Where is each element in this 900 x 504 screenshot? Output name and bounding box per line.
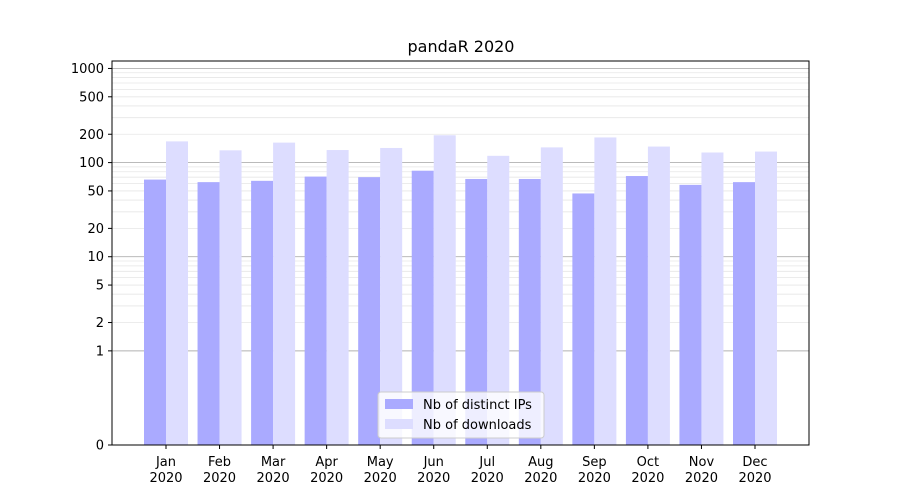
y-tick-label: 1000 xyxy=(71,62,104,77)
x-tick-label-year: 2020 xyxy=(149,471,182,486)
x-tick-label-month: Dec xyxy=(742,455,767,470)
bar-downloads-oct xyxy=(647,146,670,445)
y-tick-label: 2 xyxy=(96,316,104,331)
y-tick-label: 50 xyxy=(87,184,104,199)
bar-distinct-ips-nov xyxy=(679,184,702,445)
legend-box xyxy=(377,391,545,439)
bar-distinct-ips-aug xyxy=(518,178,541,445)
bar-distinct-ips-may xyxy=(358,177,381,446)
plot-frame xyxy=(111,60,810,446)
bar-distinct-ips-dec xyxy=(733,182,755,445)
chart-title: pandaR 2020 xyxy=(408,37,515,56)
y-axis: 0 1 2 5 10 20 50 100 200 500 1000 xyxy=(71,62,112,454)
bar-downloads-jun xyxy=(433,135,456,445)
bar-downloads-aug xyxy=(540,147,563,445)
y-tick-label: 500 xyxy=(79,90,104,105)
x-tick-label-year: 2020 xyxy=(685,471,718,486)
y-tick-label: 10 xyxy=(87,250,104,265)
x-axis: Jan2020Feb2020Mar2020Apr2020May2020Jun20… xyxy=(149,445,772,486)
x-tick-label-month: Mar xyxy=(261,455,286,470)
x-tick-label-month: Aug xyxy=(528,455,553,470)
x-tick-label-year: 2020 xyxy=(631,471,664,486)
y-tick-label: 200 xyxy=(79,128,104,143)
bar-downloads-may xyxy=(380,147,403,445)
x-tick-label-month: Sep xyxy=(582,455,607,470)
bar-distinct-ips-apr xyxy=(304,176,327,445)
bar-distinct-ips-jan xyxy=(144,179,166,446)
bar-downloads-apr xyxy=(326,150,349,445)
bar-downloads-jan xyxy=(166,141,188,445)
bars xyxy=(144,135,777,446)
x-tick-label-year: 2020 xyxy=(364,471,397,486)
legend-swatch xyxy=(385,419,413,429)
x-tick-label-year: 2020 xyxy=(310,471,343,486)
x-tick-label-year: 2020 xyxy=(471,471,504,486)
x-tick-label-year: 2020 xyxy=(417,471,450,486)
bar-distinct-ips-sep xyxy=(572,193,595,445)
x-tick-label-month: Nov xyxy=(689,455,715,470)
x-tick-label-month: May xyxy=(367,455,394,470)
x-tick-label-year: 2020 xyxy=(738,471,771,486)
x-tick-label-month: Jun xyxy=(423,455,444,470)
bar-downloads-sep xyxy=(594,137,617,445)
y-tick-label: 5 xyxy=(96,279,104,294)
bar-downloads-dec xyxy=(755,151,777,445)
legend-label: Nb of distinct IPs xyxy=(423,398,532,413)
bar-distinct-ips-oct xyxy=(625,176,648,445)
x-tick-label-year: 2020 xyxy=(203,471,236,486)
x-tick-label-month: Oct xyxy=(637,455,659,470)
bar-downloads-nov xyxy=(701,152,724,445)
x-tick-label-month: Jan xyxy=(155,455,176,470)
y-tick-label: 0 xyxy=(96,439,104,454)
legend: Nb of distinct IPs Nb of downloads xyxy=(377,391,545,439)
legend-swatch xyxy=(385,399,413,409)
x-tick-label-year: 2020 xyxy=(578,471,611,486)
bar-distinct-ips-jun xyxy=(411,170,434,445)
bar-distinct-ips-jul xyxy=(465,178,488,445)
x-tick-label-year: 2020 xyxy=(524,471,557,486)
bar-downloads-jul xyxy=(487,155,510,445)
legend-label: Nb of downloads xyxy=(423,418,532,433)
x-tick-label-year: 2020 xyxy=(257,471,290,486)
x-tick-label-month: Feb xyxy=(208,455,231,470)
bar-distinct-ips-mar xyxy=(251,180,274,445)
y-tick-label: 20 xyxy=(87,222,104,237)
x-tick-label-month: Apr xyxy=(315,455,338,470)
bar-downloads-feb xyxy=(219,150,242,445)
y-tick-label: 1 xyxy=(96,344,104,359)
y-tick-label: 100 xyxy=(79,156,104,171)
bar-distinct-ips-feb xyxy=(197,182,220,445)
x-tick-label-month: Jul xyxy=(478,455,495,470)
bar-downloads-mar xyxy=(273,142,296,445)
